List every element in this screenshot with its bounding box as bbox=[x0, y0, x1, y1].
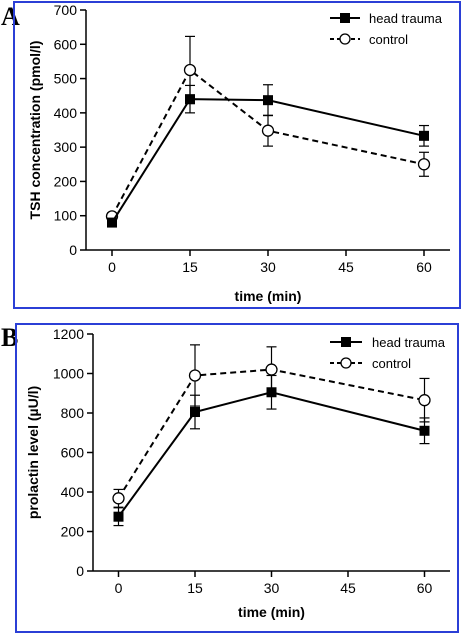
y-tick-label: 700 bbox=[54, 2, 78, 18]
data-point bbox=[190, 407, 200, 418]
x-tick-label: 60 bbox=[417, 580, 433, 596]
data-point bbox=[188, 369, 202, 382]
y-tick-label: 400 bbox=[54, 105, 78, 121]
legend-label: control bbox=[369, 32, 408, 47]
x-tick-label: 30 bbox=[260, 259, 276, 275]
legend-marker bbox=[339, 33, 351, 45]
data-point bbox=[183, 63, 197, 77]
series-control bbox=[105, 35, 431, 223]
y-tick-label: 1000 bbox=[53, 366, 84, 382]
panel-frame bbox=[13, 1, 461, 309]
x-tick-label: 45 bbox=[338, 259, 354, 275]
x-tick-label: 30 bbox=[264, 580, 280, 596]
x-tick-label: 45 bbox=[340, 580, 356, 596]
y-tick-label: 200 bbox=[54, 173, 78, 189]
series-line bbox=[117, 368, 425, 499]
y-tick-label: 600 bbox=[54, 36, 78, 52]
legend-marker bbox=[340, 13, 350, 23]
y-tick-label: 300 bbox=[54, 139, 78, 155]
panel-frame bbox=[15, 323, 459, 633]
panel-letter-b: B bbox=[1, 323, 19, 352]
x-axis-label: time (min) bbox=[238, 604, 305, 620]
x-axis-label: time (min) bbox=[235, 288, 302, 304]
y-tick-label: 0 bbox=[69, 242, 77, 258]
series-head-trauma bbox=[113, 374, 430, 527]
y-tick-label: 100 bbox=[54, 208, 78, 224]
data-point bbox=[112, 492, 125, 505]
series-line bbox=[111, 98, 425, 224]
y-tick-label: 600 bbox=[61, 445, 85, 461]
y-tick-label: 400 bbox=[61, 484, 85, 500]
chart-panel-a: 0 100 200 300 400 500 600 700 0 15 30 45 60 time (min… bbox=[13, 1, 461, 309]
data-point bbox=[185, 94, 195, 105]
series-head-trauma bbox=[107, 84, 429, 228]
legend-marker bbox=[341, 337, 351, 347]
x-tick-label: 0 bbox=[115, 580, 123, 596]
series-line bbox=[117, 391, 425, 518]
chart-panel-b: 0 200 400 600 800 1000 1200 0 15 30 45 60 time (min)… bbox=[15, 323, 459, 633]
data-point bbox=[113, 511, 124, 522]
data-point bbox=[417, 158, 431, 171]
y-tick-label: 1200 bbox=[53, 326, 84, 342]
x-tick-label: 15 bbox=[187, 580, 203, 596]
x-tick-label: 60 bbox=[416, 259, 432, 275]
y-tick-label: 200 bbox=[61, 524, 85, 540]
data-point bbox=[265, 363, 278, 376]
data-point bbox=[418, 394, 431, 407]
legend-label: control bbox=[372, 356, 411, 371]
legend: head trauma control bbox=[330, 11, 443, 47]
y-axis-label: prolactin level (µU/l) bbox=[25, 386, 41, 519]
legend-label: head trauma bbox=[372, 335, 446, 350]
legend: head trauma control bbox=[330, 335, 446, 371]
legend-label: head trauma bbox=[369, 11, 443, 26]
y-tick-label: 500 bbox=[54, 71, 78, 87]
x-tick-label: 15 bbox=[182, 259, 198, 275]
data-point bbox=[419, 130, 429, 141]
y-tick-label: 0 bbox=[76, 563, 84, 579]
x-tick-label: 0 bbox=[108, 259, 116, 275]
data-point bbox=[261, 124, 275, 137]
panel-letter-a: A bbox=[1, 2, 20, 31]
data-point bbox=[107, 217, 117, 228]
y-axis-label: TSH concentration (pmol/l) bbox=[27, 41, 43, 220]
data-point bbox=[266, 387, 277, 398]
y-tick-label: 800 bbox=[61, 405, 85, 421]
series-control bbox=[112, 344, 431, 508]
legend-marker bbox=[340, 357, 352, 369]
data-point bbox=[263, 95, 273, 106]
data-point bbox=[419, 425, 430, 436]
